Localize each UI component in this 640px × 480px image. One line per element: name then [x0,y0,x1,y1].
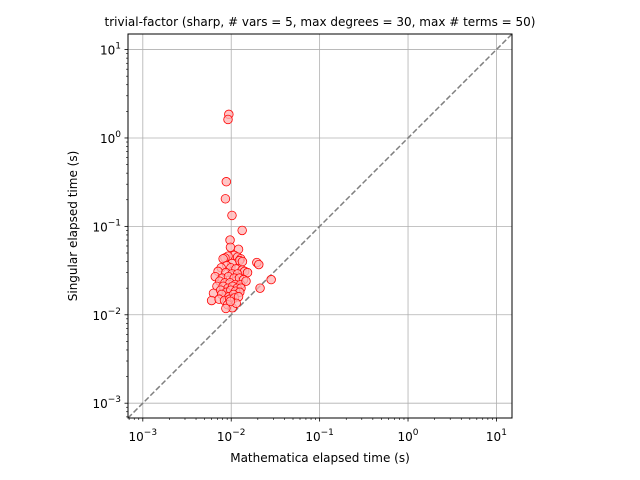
x-axis-ticks: 10−3 10−2 10−1 100 101 [129,418,507,444]
y-tick-label-4: 101 [100,42,121,58]
reference-line-group [127,33,513,419]
x-tick-label-2: 10−1 [305,428,334,444]
data-point-68 [221,303,231,314]
chart-title: trivial-factor (sharp, # vars = 5, max d… [105,15,536,29]
data-point-70 [225,296,236,307]
y-tick-label-2: 10−1 [92,218,121,234]
y-tick-label-1: 10−2 [92,307,121,323]
x-axis-label: Mathematica elapsed time (s) [230,451,410,465]
x-tick-label-1: 10−2 [217,428,246,444]
diagonal-reference-line [127,33,513,419]
data-point-2 [221,177,232,187]
data-point-50 [255,283,265,293]
data-point-60 [206,295,217,306]
data-point-43 [241,276,251,286]
data-point-3 [220,194,231,204]
y-tick-label-3: 100 [100,130,121,146]
x-tick-label-4: 101 [486,428,507,444]
x-tick-label-0: 10−3 [129,428,158,444]
y-axis-label: Singular elapsed time (s) [66,151,80,302]
data-points [206,109,276,314]
data-point-16 [237,256,248,267]
data-point-4 [227,210,237,221]
x-tick-label-3: 100 [398,428,419,444]
data-point-1 [223,114,233,125]
data-point-5 [237,225,247,236]
data-point-37 [266,274,276,285]
data-point-7 [225,242,236,252]
data-point-18 [254,259,264,270]
y-tick-label-0: 10−3 [92,395,121,411]
y-axis-ticks: 10−3 10−2 10−1 100 101 [92,42,128,418]
